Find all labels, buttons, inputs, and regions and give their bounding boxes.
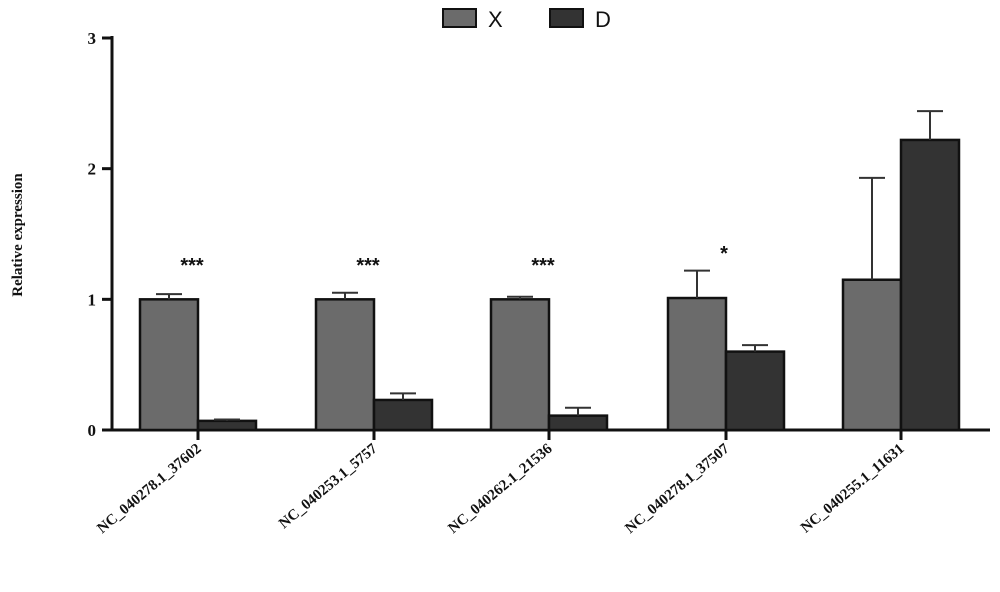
bar-D-1 [196, 419, 258, 432]
legend-label-X: X [488, 7, 503, 32]
x-tick-label: NC_040262.1_21536 [445, 440, 556, 536]
bar-D-2 [372, 398, 434, 432]
bar-X-4 [666, 296, 728, 432]
bars: *** *** **** [138, 110, 961, 432]
y-tick-label: 3 [88, 29, 97, 48]
bar-X-3 [489, 298, 551, 432]
y-axis-label: Relative expression [10, 173, 26, 297]
legend-label-D: D [595, 7, 611, 32]
x-tick-label: NC_040255.1_11631 [798, 441, 908, 537]
x-tick-label: NC_040253.1_5757 [276, 440, 381, 532]
significance-label: *** [180, 255, 204, 277]
significance-label: *** [356, 255, 380, 277]
bar-D-5 [899, 138, 961, 432]
x-tick-label: NC_040278.1_37507 [622, 440, 733, 536]
legend-swatch-D [549, 8, 584, 28]
y-tick-label: 1 [88, 290, 97, 309]
legend-swatch-X [442, 8, 477, 28]
bar-X-1 [138, 298, 200, 432]
bar-D-3 [547, 414, 609, 432]
bar-D-4 [724, 350, 786, 432]
y-tick-label: 2 [88, 160, 97, 179]
bar-X-2 [314, 298, 376, 432]
significance-label: * [720, 243, 728, 265]
bar-X-5 [841, 278, 903, 432]
y-tick-label: 0 [88, 421, 97, 440]
significance-label: *** [531, 255, 555, 277]
x-tick-label: NC_040278.1_37602 [94, 441, 204, 537]
